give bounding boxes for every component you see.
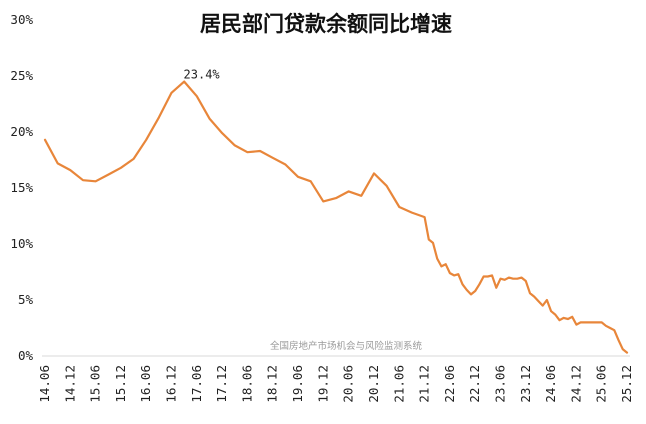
x-tick-label: 23.06: [492, 365, 507, 403]
watermark-text: 全国房地产市场机会与风险监测系统: [270, 340, 423, 352]
x-tick-label: 15.06: [88, 365, 103, 403]
x-tick-label: 21.06: [391, 365, 406, 403]
x-tick-label: 22.12: [467, 365, 482, 403]
y-tick-label: 20%: [10, 124, 33, 139]
y-tick-label: 15%: [10, 180, 33, 195]
y-tick-label: 30%: [10, 12, 33, 27]
x-tick-label: 24.06: [543, 365, 558, 403]
y-tick-label: 0%: [18, 348, 34, 363]
y-tick-label: 5%: [18, 292, 34, 307]
x-tick-label: 18.12: [265, 365, 280, 403]
x-tick-label: 22.06: [442, 365, 457, 403]
x-axis-ticks: 14.06 14.12 15.06 15.12 16.06 16.12 17.06 17.12…: [37, 365, 634, 403]
x-tick-label: 24.12: [568, 365, 583, 403]
x-tick-label: 14.06: [37, 365, 52, 403]
x-tick-label: 15.12: [113, 365, 128, 403]
x-tick-label: 20.06: [341, 365, 356, 403]
x-tick-label: 25.12: [619, 365, 634, 403]
peak-annotation-label: 23.4%: [184, 68, 221, 82]
chart-title: 居民部门贷款余额同比增速: [200, 12, 452, 36]
x-tick-label: 23.12: [518, 365, 533, 403]
y-axis-ticks: 0% 5% 10% 15% 20% 25% 30%: [10, 12, 33, 363]
x-tick-label: 17.06: [189, 365, 204, 403]
y-tick-label: 25%: [10, 68, 33, 83]
x-tick-label: 17.12: [214, 365, 229, 403]
y-tick-label: 10%: [10, 236, 33, 251]
x-tick-label: 21.12: [417, 365, 432, 403]
series-line: [43, 80, 629, 354]
x-tick-label: 18.06: [239, 365, 254, 403]
x-tick-label: 19.12: [315, 365, 330, 403]
x-tick-label: 16.12: [164, 365, 179, 403]
x-tick-label: 20.12: [366, 365, 381, 403]
x-tick-label: 16.06: [138, 365, 153, 403]
x-tick-label: 25.06: [594, 365, 609, 403]
x-tick-label: 19.06: [290, 365, 305, 403]
x-tick-label: 14.12: [62, 365, 77, 403]
